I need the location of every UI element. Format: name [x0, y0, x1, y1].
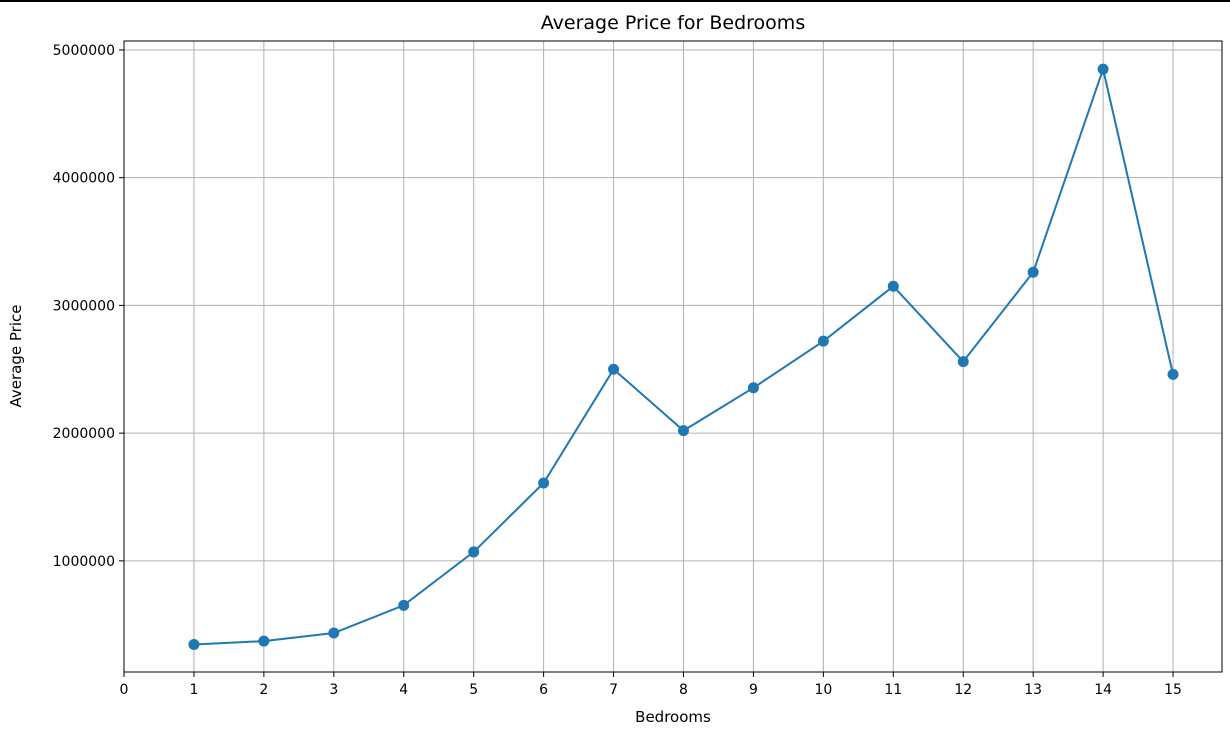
x-tick-label: 6 [539, 682, 548, 698]
y-tick-label: 4000000 [53, 171, 115, 187]
x-tick-label: 1 [189, 682, 198, 698]
data-point [887, 280, 899, 292]
x-tick-label: 10 [814, 682, 832, 698]
x-tick-label: 7 [609, 682, 618, 698]
y-tick-label: 2000000 [53, 426, 115, 442]
data-point [188, 639, 200, 651]
x-tick-label: 0 [120, 682, 129, 698]
data-markers [188, 63, 1179, 651]
x-tick-label: 8 [679, 682, 688, 698]
chart-title: Average Price for Bedrooms [541, 12, 805, 34]
x-tick-label: 14 [1094, 682, 1112, 698]
y-axis-label: Average Price [7, 305, 25, 408]
plot-area-frame [123, 40, 1223, 673]
x-tick-label: 5 [469, 682, 478, 698]
data-point [957, 356, 969, 368]
top-border [0, 0, 1230, 2]
x-tick-label: 9 [749, 682, 758, 698]
data-point [468, 546, 480, 558]
y-tick-label: 1000000 [53, 554, 115, 570]
data-point [677, 425, 689, 437]
x-tick-label: 2 [259, 682, 268, 698]
grid-lines [123, 41, 1222, 672]
y-tick-label: 5000000 [53, 43, 115, 59]
x-axis-label: Bedrooms [635, 708, 711, 726]
x-tick-label: 12 [954, 682, 972, 698]
data-point [1167, 368, 1179, 380]
data-point [258, 635, 270, 647]
x-tick-label: 13 [1024, 682, 1042, 698]
x-tick-label: 3 [329, 682, 338, 698]
axis-ticks: 0 1 2 3 4 5 6 7 8 9 10 11 12 13 14 15100000020000003000… [53, 43, 1182, 698]
data-point [328, 627, 340, 639]
x-tick-label: 11 [884, 682, 902, 698]
data-point [1097, 63, 1109, 75]
x-tick-label: 4 [399, 682, 408, 698]
x-tick-label: 15 [1164, 682, 1182, 698]
data-point [608, 363, 620, 375]
data-point [747, 382, 759, 394]
y-tick-label: 3000000 [53, 298, 115, 314]
data-point [1027, 266, 1039, 278]
data-point [398, 599, 410, 611]
data-point [538, 477, 550, 489]
data-point [817, 335, 829, 347]
